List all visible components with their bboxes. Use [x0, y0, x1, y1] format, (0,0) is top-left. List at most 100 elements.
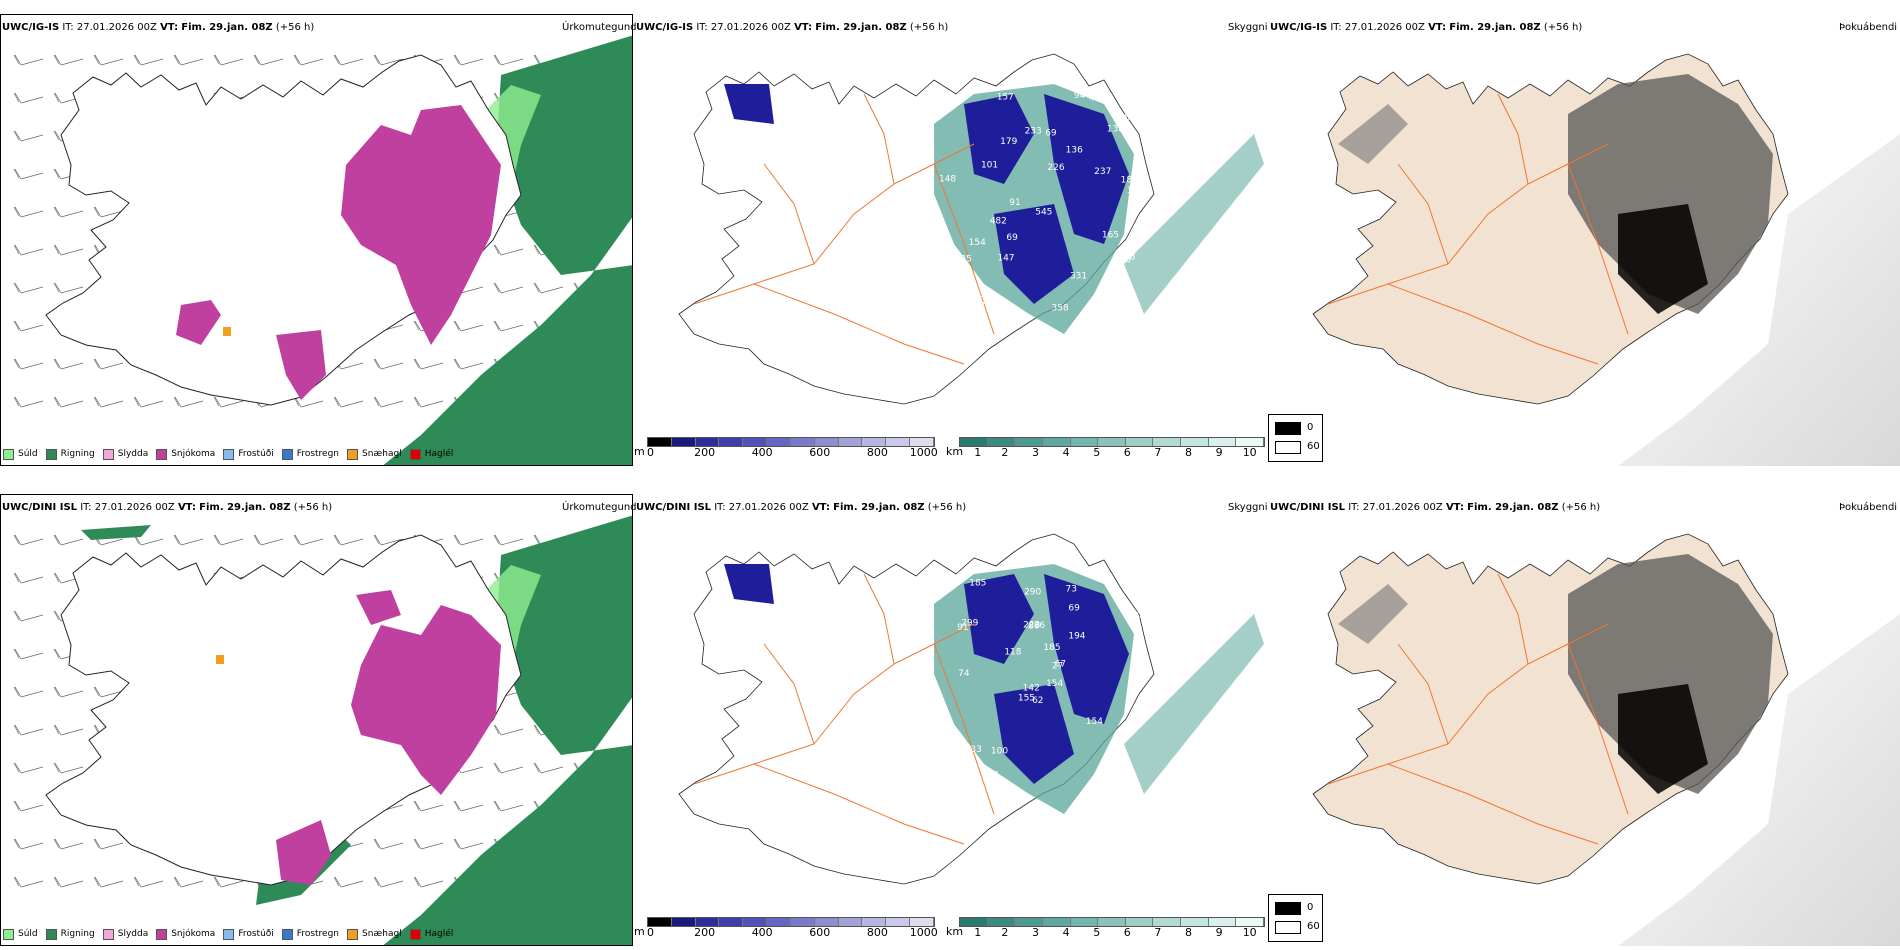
colorbar-swatches	[959, 437, 1265, 447]
cloud-height-label: 74	[958, 669, 970, 679]
cloud-height-label: 92	[1122, 790, 1133, 800]
fog-map-top	[1268, 14, 1900, 466]
cloud-height-label: 233	[1025, 127, 1042, 137]
cloud-height-label: 69	[1006, 233, 1018, 243]
colorbar-segment	[695, 918, 720, 926]
colorbar-segment	[1153, 918, 1182, 926]
legend-label: Slydda	[117, 449, 149, 459]
fog-header-bottom: UWC/DINI ISL IT: 27.01.2026 00Z VT: Fim.…	[1270, 502, 1601, 513]
iceland-outline	[45, 534, 522, 886]
cloud-height-label: 133	[965, 745, 982, 755]
cloud-height-label: 853	[947, 305, 964, 315]
roads	[1327, 93, 1629, 365]
colorbar-segment	[671, 438, 696, 446]
fog-legend-value-60: 60	[1307, 921, 1320, 932]
legend-label: Frostregn	[296, 449, 340, 459]
cloud-height-label: 165	[1102, 231, 1119, 241]
colorbar-tick-label: 3	[1032, 926, 1039, 939]
legend-label: Snjókoma	[171, 449, 216, 459]
cloudbase-header-top: UWC/IG-IS IT: 27.01.2026 00Z VT: Fim. 29…	[636, 22, 949, 33]
snow-areas	[176, 105, 501, 400]
cloud-height-label: 331	[1070, 271, 1087, 281]
visibility-colorbar-top: km 1 2 3 4 5 6 7 8 9 10	[946, 437, 1265, 465]
cloud-height-label: 223	[1023, 620, 1040, 630]
cloud-height-label: 142	[1023, 683, 1040, 693]
colorbar-segment	[886, 438, 911, 446]
colorbar-segment	[1125, 438, 1154, 446]
legend-item-3: Snjókoma	[156, 448, 216, 460]
colorbar-tick-label: 8	[1185, 926, 1192, 939]
fog-title-top: Þokuábendi	[1839, 22, 1898, 33]
precip-legend: Súld Rigning Slydda Snjókoma Frostúði Frostre…	[3, 443, 453, 465]
colorbar-segment	[1098, 918, 1126, 926]
height-labels: 179 186 136 13 91 78 69 94 100 138 101 165 237 147 185…	[939, 91, 1138, 315]
cloud-height-label: 148	[939, 175, 956, 185]
colorbar-segment	[886, 918, 911, 926]
cloud-height-label: 101	[981, 161, 998, 171]
cloud-height-label: 154	[1046, 679, 1063, 689]
fog-map-bottom	[1268, 494, 1900, 946]
cloud-height-label: 100	[1125, 611, 1142, 621]
legend-item-0: Súld	[3, 448, 38, 460]
colorbar-tick-label: 2	[1001, 926, 1009, 939]
cloud-height-label: 237	[1094, 167, 1111, 177]
cloud-height-label: 545	[1035, 207, 1052, 217]
cloudbase-colorbar-bottom: m 0 200 400 600 800 1000	[634, 917, 938, 945]
cloud-height-label: 157	[997, 92, 1014, 102]
fog-map-canvas	[1312, 53, 1900, 466]
cloudbase-title-bottom: Skyggni	[1228, 502, 1268, 513]
legend-swatch	[409, 928, 421, 940]
legend-swatch	[156, 448, 168, 460]
sea-fog	[1618, 614, 1900, 946]
legend-swatch	[102, 928, 114, 940]
colorbar-segment	[1098, 438, 1126, 446]
colorbar-segment	[1015, 438, 1043, 446]
cloudbase-title-top: Skyggni	[1228, 22, 1268, 33]
colorbar-segment	[862, 918, 887, 926]
colorbar-tick-label: 7	[1154, 446, 1162, 459]
colorbar-tick-label: 1	[974, 446, 982, 459]
height-labels: 62 91 142 115 27 100 73 76 69 154 185 92 74 100 155 194…	[950, 579, 1143, 804]
colorbar-unit: m	[634, 925, 645, 938]
legend-label: Súld	[18, 929, 38, 939]
cloud-height-label: 155	[1018, 694, 1035, 704]
precip-map-canvas	[13, 35, 632, 465]
colorbar-tick-label: 1	[974, 926, 982, 939]
cloud-height-label: 73	[980, 301, 991, 311]
legend-swatch	[45, 448, 57, 460]
legend-item-0: Súld	[3, 928, 38, 940]
colorbar-segment	[987, 438, 1016, 446]
legend-item-5: Frostregn	[281, 448, 340, 460]
legend-item-2: Slydda	[102, 448, 149, 460]
legend-item-7: Haglél	[409, 928, 453, 940]
cloudbase-map-canvas: 179 186 136 13 91 78 69 94 100 138 101 165 237 147 185…	[678, 53, 1264, 405]
precip-type-map-bottom: Súld Rigning Slydda Snjókoma Frostúði Frostre…	[0, 494, 633, 946]
roads	[1327, 573, 1629, 845]
colorbar-segment	[960, 438, 988, 446]
legend-item-3: Snjókoma	[156, 928, 215, 940]
legend-label: Rigning	[60, 449, 95, 459]
colorbar-segment	[1181, 918, 1209, 926]
legend-label: Snæhagl	[362, 449, 402, 459]
colorbar-unit: km	[946, 925, 964, 938]
fog-legend-value-0: 0	[1307, 902, 1314, 913]
cloudbase-header-bottom: UWC/DINI ISL IT: 27.01.2026 00Z VT: Fim.…	[636, 502, 967, 513]
legend-item-7: Haglél	[409, 448, 453, 460]
fog-legend-bottom: 0 60	[1268, 894, 1323, 942]
precip-map-canvas	[13, 515, 632, 945]
visibility-colorbar-bottom: km 1 2 3 4 5 6 7 8 9 10	[946, 917, 1265, 945]
cloud-height-label: 375	[969, 290, 986, 300]
roads	[693, 93, 995, 365]
cloud-height-label: 91	[957, 623, 968, 633]
colorbar-tick-label: 7	[1154, 926, 1162, 939]
cloud-height-label: 147	[997, 254, 1014, 264]
cloud-height-label: 62	[1032, 696, 1043, 706]
cloud-height-label: 309	[950, 780, 967, 790]
cloud-height-label: 51	[1124, 114, 1135, 124]
colorbar-tick-label: 3	[1032, 446, 1039, 459]
cloud-height-label: 78	[1124, 252, 1136, 262]
cloud-height-label: 154	[969, 238, 986, 248]
colorbar-tick-label: 4	[1062, 446, 1070, 459]
fog-map-canvas	[1312, 533, 1900, 946]
cloud-height-label: 290	[1024, 588, 1041, 598]
